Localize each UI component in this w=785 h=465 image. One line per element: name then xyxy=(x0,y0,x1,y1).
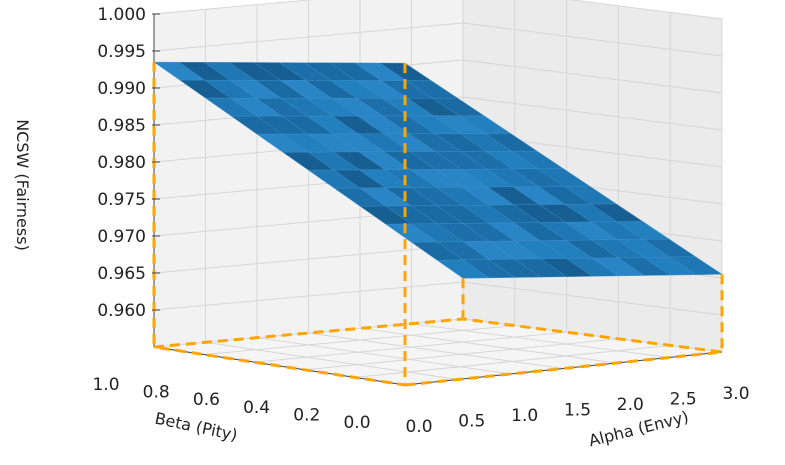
grid-line xyxy=(304,338,619,371)
grid-line xyxy=(256,337,511,375)
x-tick-label: 0.5 xyxy=(458,412,485,432)
surface xyxy=(153,61,723,279)
y-tick-label: 0.2 xyxy=(293,405,320,425)
projection-lines xyxy=(152,62,724,387)
grid-line xyxy=(462,281,723,316)
y-axis-label: Beta (Pity) xyxy=(153,409,239,445)
x-tick-label: 1.5 xyxy=(564,401,591,421)
y-tick-label: 1.0 xyxy=(92,375,119,395)
surface-patch xyxy=(669,256,723,275)
x-tick-label: 0.0 xyxy=(405,417,432,437)
grid-line xyxy=(205,341,458,380)
z-tick-label: 0.960 xyxy=(97,301,146,321)
grid-line xyxy=(254,331,567,363)
grid-line xyxy=(569,0,723,20)
grid-line xyxy=(462,59,723,94)
z-tick-label: 1.000 xyxy=(97,5,146,25)
grid-line xyxy=(153,281,464,311)
z-tick-label: 0.965 xyxy=(97,264,146,284)
z-axis-label: NCSW (Fairness) xyxy=(13,119,32,251)
grid-line xyxy=(462,22,723,57)
grid-line xyxy=(359,327,617,364)
x-tick-label: 2.5 xyxy=(670,390,697,410)
grid-line xyxy=(204,325,515,356)
z-tick-label: 0.995 xyxy=(97,42,146,62)
z-tick-label: 0.990 xyxy=(97,79,146,99)
y-tick-label: 0.4 xyxy=(243,398,270,418)
grid-line xyxy=(153,22,464,52)
grid-line xyxy=(153,244,464,274)
grid-line xyxy=(462,96,723,131)
x-tick-label: 3.0 xyxy=(722,384,749,404)
x-tick-label: 2.0 xyxy=(617,395,644,415)
x-tick-label: 1.0 xyxy=(511,406,538,426)
y-tick-label: 0.8 xyxy=(143,383,170,403)
y-tick-label: 0.0 xyxy=(343,413,370,433)
z-tick-label: 0.980 xyxy=(97,153,146,173)
z-tick-label: 0.975 xyxy=(97,190,146,210)
y-tick-label: 0.6 xyxy=(193,390,220,410)
tick-labels: 0.960 0.965 0.970 0.975 0.980 0.985 0.990 0.995… xyxy=(92,5,749,437)
floor-pane xyxy=(154,319,722,385)
z-tick-label: 0.970 xyxy=(97,227,146,247)
grid-line xyxy=(153,0,314,15)
grid-line xyxy=(354,344,671,378)
grid-line xyxy=(308,332,564,369)
grid-line xyxy=(411,323,670,358)
z-tick-label: 0.985 xyxy=(97,116,146,136)
